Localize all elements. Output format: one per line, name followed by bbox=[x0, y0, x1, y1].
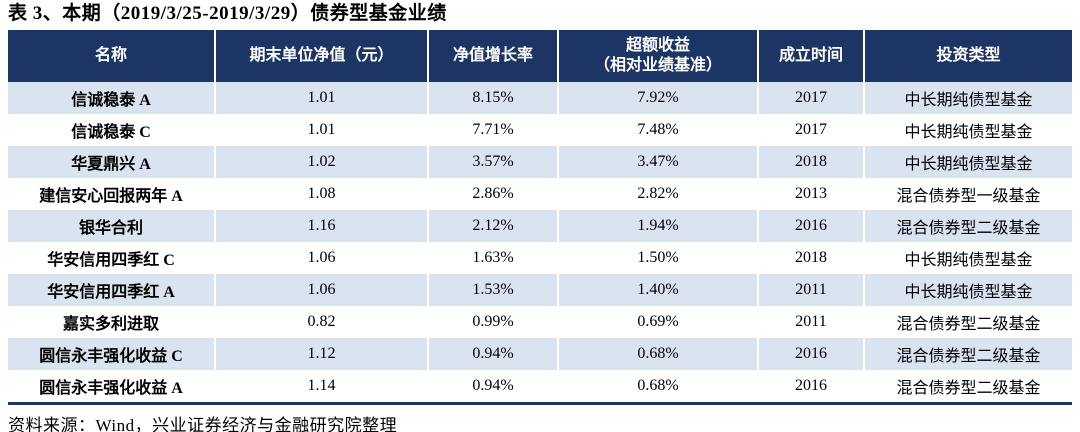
cell-growth: 1.53% bbox=[427, 274, 557, 306]
table-row: 圆信永丰强化收益 A 1.14 0.94% 0.68% 2016 混合债券型二级基金 bbox=[8, 370, 1072, 402]
cell-nav: 1.06 bbox=[214, 242, 427, 274]
cell-growth: 3.57% bbox=[427, 146, 557, 178]
table-row: 华安信用四季红 C 1.06 1.63% 1.50% 2018 中长期纯债型基金 bbox=[8, 242, 1072, 274]
cell-inception: 2017 bbox=[757, 114, 863, 146]
cell-growth: 2.86% bbox=[427, 178, 557, 210]
cell-inception: 2013 bbox=[757, 178, 863, 210]
column-header-type: 投资类型 bbox=[863, 30, 1072, 82]
column-header-growth: 净值增长率 bbox=[427, 30, 557, 82]
cell-type: 混合债券型二级基金 bbox=[863, 338, 1072, 370]
cell-excess: 1.40% bbox=[557, 274, 757, 306]
cell-inception: 2016 bbox=[757, 210, 863, 242]
cell-excess: 0.68% bbox=[557, 370, 757, 402]
cell-inception: 2018 bbox=[757, 242, 863, 274]
cell-growth: 0.99% bbox=[427, 306, 557, 338]
table-row: 华夏鼎兴 A 1.02 3.57% 3.47% 2018 中长期纯债型基金 bbox=[8, 146, 1072, 178]
cell-name: 银华合利 bbox=[78, 220, 143, 237]
cell-inception: 2011 bbox=[757, 274, 863, 306]
table-row: 华安信用四季红 A 1.06 1.53% 1.40% 2011 中长期纯债型基金 bbox=[8, 274, 1072, 306]
cell-name: 信诚稳泰 C bbox=[71, 124, 151, 141]
column-header-nav-label: 期末单位净值（元） bbox=[249, 47, 394, 64]
cell-nav: 1.06 bbox=[214, 274, 427, 306]
cell-name: 华夏鼎兴 A bbox=[71, 156, 151, 173]
cell-growth: 2.12% bbox=[427, 210, 557, 242]
column-header-name-label: 名称 bbox=[94, 47, 127, 64]
cell-growth: 8.15% bbox=[427, 82, 557, 114]
column-header-excess-label-line1: 超额收益 bbox=[625, 37, 690, 54]
column-header-name: 名称 bbox=[8, 30, 214, 82]
cell-name: 华安信用四季红 C bbox=[47, 252, 175, 269]
table-row: 信诚稳泰 A 1.01 8.15% 7.92% 2017 中长期纯债型基金 bbox=[8, 82, 1072, 114]
cell-nav: 1.12 bbox=[214, 338, 427, 370]
cell-name: 信诚稳泰 A bbox=[71, 92, 151, 109]
cell-nav: 1.08 bbox=[214, 178, 427, 210]
cell-name: 圆信永丰强化收益 C bbox=[39, 348, 183, 365]
cell-type: 中长期纯债型基金 bbox=[863, 114, 1072, 146]
cell-excess: 0.68% bbox=[557, 338, 757, 370]
cell-excess: 7.92% bbox=[557, 82, 757, 114]
cell-type: 中长期纯债型基金 bbox=[863, 274, 1072, 306]
cell-type: 中长期纯债型基金 bbox=[863, 146, 1072, 178]
cell-growth: 1.63% bbox=[427, 242, 557, 274]
column-header-growth-label: 净值增长率 bbox=[452, 47, 533, 64]
cell-nav: 1.14 bbox=[214, 370, 427, 402]
cell-name: 圆信永丰强化收益 A bbox=[39, 380, 183, 397]
cell-nav: 1.16 bbox=[214, 210, 427, 242]
cell-inception: 2016 bbox=[757, 338, 863, 370]
cell-type: 混合债券型二级基金 bbox=[863, 370, 1072, 402]
cell-type: 混合债券型二级基金 bbox=[863, 306, 1072, 338]
table-body: 信诚稳泰 A 1.01 8.15% 7.92% 2017 中长期纯债型基金 信诚稳泰 C 1.… bbox=[8, 82, 1072, 402]
cell-nav: 1.01 bbox=[214, 82, 427, 114]
cell-inception: 2011 bbox=[757, 306, 863, 338]
table-row: 信诚稳泰 C 1.01 7.71% 7.48% 2017 中长期纯债型基金 bbox=[8, 114, 1072, 146]
cell-inception: 2018 bbox=[757, 146, 863, 178]
cell-inception: 2016 bbox=[757, 370, 863, 402]
cell-excess: 2.82% bbox=[557, 178, 757, 210]
cell-type: 中长期纯债型基金 bbox=[863, 82, 1072, 114]
cell-inception: 2017 bbox=[757, 82, 863, 114]
cell-growth: 0.94% bbox=[427, 338, 557, 370]
column-header-inception-label: 成立时间 bbox=[778, 47, 843, 64]
table-title: 表 3、本期（2019/3/25-2019/3/29）债券型基金业绩 bbox=[8, 3, 447, 24]
cell-type: 混合债券型一级基金 bbox=[863, 178, 1072, 210]
column-header-excess: 超额收益 （相对业绩基准） bbox=[557, 30, 757, 82]
cell-nav: 1.01 bbox=[214, 114, 427, 146]
column-header-nav: 期末单位净值（元） bbox=[214, 30, 427, 82]
cell-nav: 1.02 bbox=[214, 146, 427, 178]
table-row: 银华合利 1.16 2.12% 1.94% 2016 混合债券型二级基金 bbox=[8, 210, 1072, 242]
cell-excess: 3.47% bbox=[557, 146, 757, 178]
cell-growth: 0.94% bbox=[427, 370, 557, 402]
column-header-inception: 成立时间 bbox=[757, 30, 863, 82]
cell-name: 建信安心回报两年 A bbox=[39, 188, 183, 205]
cell-name: 嘉实多利进取 bbox=[62, 316, 159, 333]
table-row: 圆信永丰强化收益 C 1.12 0.94% 0.68% 2016 混合债券型二级基金 bbox=[8, 338, 1072, 370]
cell-growth: 7.71% bbox=[427, 114, 557, 146]
cell-excess: 7.48% bbox=[557, 114, 757, 146]
cell-excess: 1.94% bbox=[557, 210, 757, 242]
cell-name: 华安信用四季红 A bbox=[47, 284, 175, 301]
table-header-row: 名称 期末单位净值（元） 净值增长率 超额收益 （相对业绩基准） 成立时间 投资… bbox=[8, 30, 1072, 82]
column-header-excess-label-line2: （相对业绩基准） bbox=[593, 57, 722, 74]
fund-performance-table: 名称 期末单位净值（元） 净值增长率 超额收益 （相对业绩基准） 成立时间 投资… bbox=[8, 30, 1072, 405]
cell-nav: 0.82 bbox=[214, 306, 427, 338]
column-header-type-label: 投资类型 bbox=[936, 47, 1001, 64]
cell-type: 混合债券型二级基金 bbox=[863, 210, 1072, 242]
table-row: 嘉实多利进取 0.82 0.99% 0.69% 2011 混合债券型二级基金 bbox=[8, 306, 1072, 338]
table-row: 建信安心回报两年 A 1.08 2.86% 2.82% 2013 混合债券型一级基金 bbox=[8, 178, 1072, 210]
cell-excess: 1.50% bbox=[557, 242, 757, 274]
cell-type: 中长期纯债型基金 bbox=[863, 242, 1072, 274]
cell-excess: 0.69% bbox=[557, 306, 757, 338]
source-note: 资料来源：Wind，兴业证券经济与金融研究院整理 bbox=[8, 416, 398, 432]
